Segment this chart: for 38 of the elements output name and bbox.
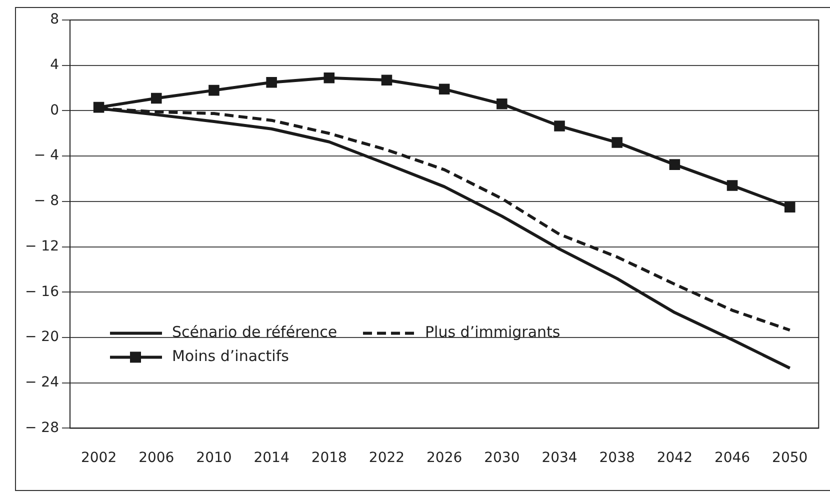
x-tick-label: 2018 — [311, 450, 347, 466]
y-tick-label: 8 — [50, 12, 59, 28]
y-tick-label: − 20 — [24, 329, 59, 346]
y-tick-label: − 16 — [24, 284, 60, 300]
point — [496, 98, 508, 110]
x-tick-label: 2050 — [772, 450, 808, 466]
y-tick-label: 0 — [50, 102, 59, 118]
y-tick-label: − 8 — [34, 193, 59, 210]
y-tick-label: − 24 — [24, 374, 60, 390]
y-tick-label: 4 — [50, 56, 60, 73]
x-tick-label: 2038 — [599, 450, 635, 466]
x-tick-label: 2026 — [426, 450, 462, 466]
x-tick-label: 2014 — [254, 450, 290, 466]
x-tick-label: 2042 — [656, 450, 692, 466]
x-tick-label: 2046 — [714, 450, 750, 466]
x-tick-label: 2002 — [80, 450, 117, 466]
point — [208, 84, 220, 96]
x-tick-label: 2030 — [484, 450, 520, 466]
point — [438, 84, 450, 95]
legend-label: Plus d’immigrants — [424, 323, 560, 342]
y-tick-label: − 28 — [24, 420, 59, 436]
x-tick-label: 2022 — [368, 450, 405, 466]
point — [726, 180, 738, 191]
legend-label: Moins d’inactifs — [172, 347, 290, 366]
x-tick-label: 2010 — [196, 450, 232, 466]
point — [150, 92, 162, 104]
point — [784, 202, 796, 212]
point — [554, 120, 565, 132]
y-tick-label: − 4 — [34, 148, 60, 164]
point — [324, 72, 335, 84]
legend-label: Scénario de référence — [172, 323, 338, 342]
point — [266, 76, 277, 88]
point — [612, 137, 622, 148]
x-tick-label: 2006 — [138, 450, 174, 466]
y-tick-label: − 12 — [24, 238, 59, 254]
x-tick-label: 2034 — [542, 450, 578, 466]
point — [669, 159, 680, 170]
point — [381, 74, 392, 86]
